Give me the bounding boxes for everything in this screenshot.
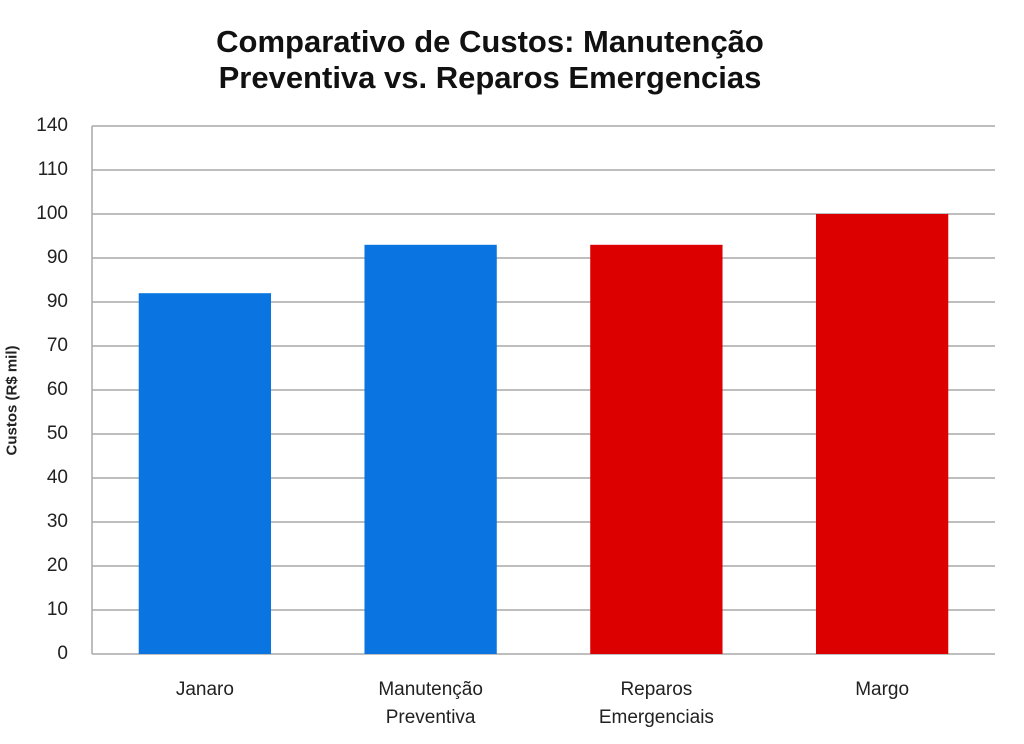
x-tick-label: Janaro — [175, 679, 234, 700]
y-tick-label: 40 — [47, 467, 68, 488]
y-tick-label: 90 — [47, 291, 68, 312]
y-tick-label: 60 — [47, 379, 68, 400]
y-tick-label: 10 — [47, 599, 68, 620]
x-tick-label: Manutenção Preventiva — [378, 679, 483, 728]
y-tick-label: 110 — [38, 159, 68, 180]
x-tick-label: Margo — [855, 679, 910, 700]
y-tick-label: 30 — [47, 511, 68, 532]
y-tick-label: 0 — [57, 643, 68, 664]
y-tick-label: 50 — [47, 423, 68, 444]
y-tick-label: 140 — [36, 115, 68, 136]
bar — [364, 244, 497, 655]
bar — [590, 244, 723, 655]
y-tick-label: 20 — [47, 555, 68, 576]
chart-title: Comparativo de Custos: Manutenção Preven… — [216, 24, 764, 95]
y-tick-label: 90 — [47, 247, 68, 268]
y-tick-label: 70 — [47, 335, 68, 356]
bar — [815, 214, 949, 654]
x-tick-label: Reparos Emergenciais — [598, 679, 714, 728]
y-tick-label: 100 — [36, 203, 68, 224]
bar — [138, 293, 272, 654]
